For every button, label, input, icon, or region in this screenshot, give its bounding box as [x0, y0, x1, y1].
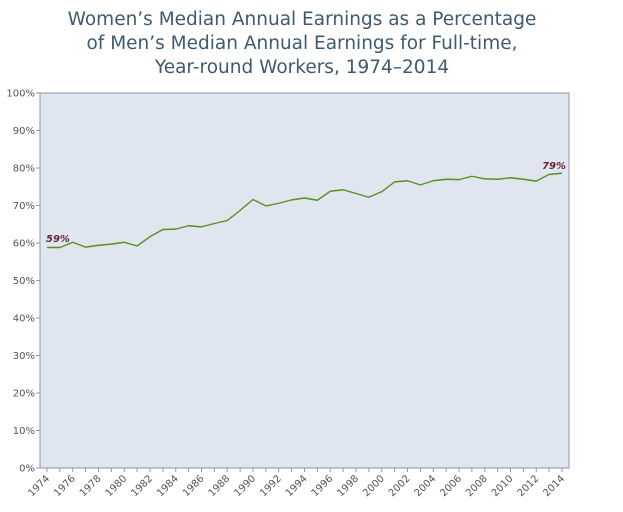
y-tick-label: 90%	[13, 126, 35, 137]
x-tick-label: 1976	[52, 473, 78, 499]
y-axis: 0% 10% 20% 30% 40% 50% 60% 70% 80% 90% 100%	[6, 89, 40, 475]
y-tick-label: 50%	[13, 276, 35, 287]
y-tick-label: 40%	[13, 314, 35, 325]
data-labels: 59% 79%	[46, 161, 566, 245]
plot-area	[39, 92, 570, 469]
x-tick-label: 1986	[181, 473, 207, 499]
y-tick-label: 60%	[13, 239, 35, 250]
y-tick-label: 10%	[13, 426, 35, 437]
data-label: 59%	[46, 234, 70, 245]
x-tick-label: 2012	[516, 473, 542, 499]
x-tick-label: 1990	[232, 473, 258, 499]
x-tick-label: 1978	[78, 473, 104, 499]
x-tick-label: 1980	[104, 473, 130, 499]
chart-title: Women’s Median Annual Earnings as a Perc…	[0, 8, 604, 80]
x-tick-label: 1996	[310, 473, 336, 499]
x-tick-label: 1982	[129, 473, 155, 499]
x-tick-label: 1984	[155, 473, 181, 499]
x-tick-label: 2006	[438, 473, 464, 499]
x-tick-label: 2000	[361, 473, 387, 499]
x-tick-label: 1974	[26, 473, 52, 499]
x-tick-label: 1994	[284, 473, 310, 499]
x-tick-label: 2014	[541, 473, 567, 499]
x-tick-label: 2002	[387, 473, 413, 499]
y-tick-label: 0%	[19, 464, 35, 475]
chart-title-line-1: Women’s Median Annual Earnings as a Perc…	[67, 9, 537, 30]
x-tick-label: 1988	[207, 473, 233, 499]
x-axis: 1974 1976 1978 1980 1982 1984 1986 1988 1990 1992…	[26, 468, 567, 499]
x-tick-label: 2008	[464, 473, 490, 499]
series-line-earnings-ratio	[47, 172, 563, 249]
y-tick-label: 20%	[13, 389, 35, 400]
y-tick-label: 30%	[13, 351, 35, 362]
data-label: 79%	[542, 161, 566, 172]
chart-title-line-3: Year-round Workers, 1974–2014	[154, 57, 450, 78]
x-tick-label: 1992	[258, 473, 284, 499]
chart-title-line-2: of Men’s Median Annual Earnings for Full…	[86, 33, 518, 54]
x-tick-label: 1998	[335, 473, 361, 499]
x-tick-label: 2010	[490, 473, 516, 499]
x-tick-label: 2004	[413, 473, 439, 499]
y-tick-label: 100%	[6, 89, 35, 100]
y-tick-label: 70%	[13, 201, 35, 212]
y-tick-label: 80%	[13, 164, 35, 175]
